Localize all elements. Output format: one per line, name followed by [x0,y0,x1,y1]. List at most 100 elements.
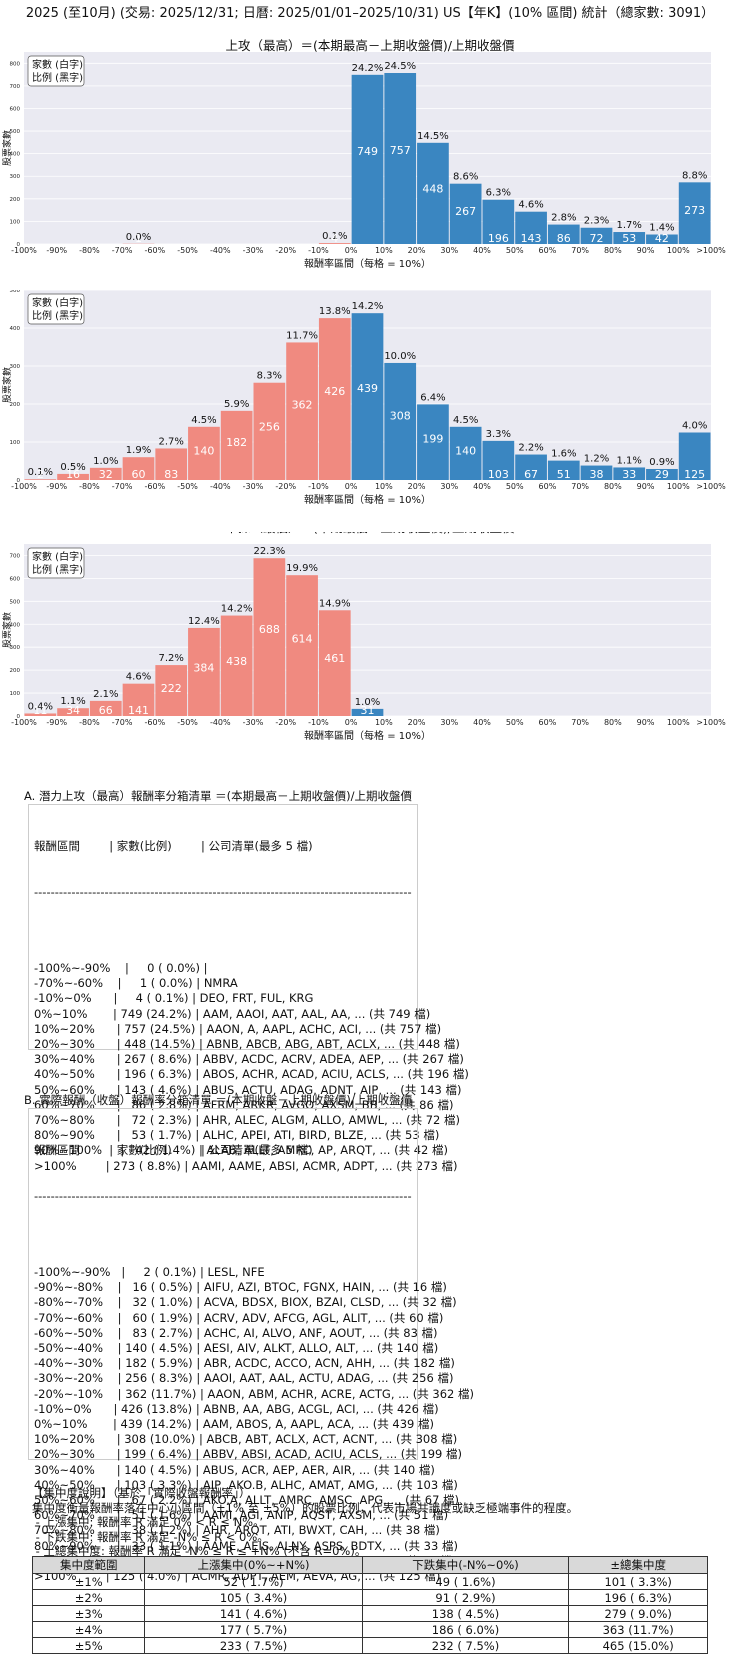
y-axis-label: 股票家數 [1,367,13,403]
bar [188,426,220,480]
x-tick-label: 50% [506,482,524,491]
table-cell: 233 ( 7.5%) [144,1637,363,1654]
bar [24,713,57,716]
bar-count-label: 2 [37,468,44,481]
bar [449,426,482,480]
bar-count-label: 140 [193,445,214,458]
bar-percent-label: 8.3% [257,371,282,382]
bar [351,313,384,480]
list-row: -100%~-90% | 0 ( 0.0%) | [34,961,208,976]
bar-count-label: 66 [99,704,113,717]
x-tick-label: -60% [145,718,166,727]
bar-count-label: 1 [135,232,142,245]
bar-count-label: 308 [390,410,411,423]
x-tick-label: 0% [345,718,358,727]
bar-count-label: 362 [292,398,313,411]
table-row: ±2% 105 ( 3.4%) 91 ( 2.9%) 196 ( 6.3%) [31,1589,708,1606]
x-tick-label: -90% [46,246,67,255]
list-row: 40%~50% | 103 ( 3.3%) | AIP, AKO.B, ALHC… [34,1477,458,1492]
bar [155,448,188,480]
x-tick-label: 90% [637,246,655,255]
bar-percent-label: 13.8% [319,306,351,317]
x-tick-label: 50% [506,246,524,255]
x-tick-label: 20% [408,246,426,255]
bar-count-label: 256 [259,420,280,433]
bar-percent-label: 4.0% [682,421,707,432]
x-tick-label: 60% [539,246,557,255]
list-row: -10%~0% | 426 (13.8%) | ABNB, AA, ABG, A… [34,1401,439,1416]
x-tick-label: -100% [11,482,37,491]
bar [89,700,122,716]
x-tick-label: >100% [696,718,726,727]
bar [286,575,318,716]
list-a-title: A. 潛力上攻（最高）報酬率分箱清單 ＝(本期最高－上期收盤價)/上期收盤價 [24,789,412,803]
list-row: -50%~-40% | 140 ( 4.5%) | AESI, AIV, ALK… [34,1341,439,1356]
list-row: 0%~10% | 749 (24.2%) | AAM, AAOI, AAT, A… [34,1006,431,1021]
legend-line: 家數 (白字) [32,296,83,309]
table-header-cell: ±總集中度 [568,1556,708,1574]
x-tick-label: 40% [473,718,491,727]
x-tick-label: 50% [506,718,524,727]
bar-percent-label: 1.7% [617,220,642,231]
x-tick-label: 100% [667,718,690,727]
bar-percent-label: 0.5% [60,462,85,473]
table-cell: ±2% [31,1589,146,1606]
legend-line: 比例 (黑字) [32,563,83,576]
bar [384,362,417,480]
table-cell: 49 ( 1.6%) [361,1573,570,1590]
x-tick-label: -60% [145,246,166,255]
table-cell: ±5% [31,1637,146,1654]
x-tick-label: -80% [79,246,100,255]
bar-percent-label: 14.5% [417,131,449,142]
bar-count-label: 426 [324,385,345,398]
list-row: 80%~90% | 33 ( 1.1%) | AAME, AEIS, ALNY,… [34,1538,458,1553]
bar [613,232,646,244]
bar-percent-label: 1.1% [60,696,85,707]
bar-count-label: 72 [590,232,604,245]
x-tick-label: -10% [308,246,329,255]
bar-count-label: 141 [128,704,149,717]
y-tick-label: 800 [10,61,21,67]
table-cell: 52 ( 1.7%) [144,1573,363,1590]
concentration-bullet: - 上漲集中: 報酬率 R 滿足 0% < R ≤ N%。 [32,1515,265,1529]
legend-line: 家數 (白字) [32,550,83,563]
x-tick-label: -100% [11,246,37,255]
bar-count-label: 614 [292,633,313,646]
bar-count-label: 32 [99,468,113,481]
y-tick-label: 100 [10,440,21,446]
bar-count-label: 31 [361,704,375,717]
bar [547,224,580,244]
chart-title: 上攻（最高）＝(本期最高－上期收盤價)/上期收盤價 [226,38,515,53]
bar-count-label: 222 [161,682,182,695]
bar-percent-label: 2.7% [159,436,184,447]
concentration-bullet: - 下跌集中: 報酬率 R 滿足 -N% ≤ R < 0%。 [32,1529,269,1544]
y-axis-label: 股票家數 [1,612,13,648]
list-row: 50%~60% | 143 ( 4.6%) | ABUS, ACTU, ADAG… [34,1082,462,1097]
y-tick-label: 200 [10,402,21,408]
table-cell: 177 ( 5.7%) [144,1621,363,1638]
table-cell: 186 ( 6.0%) [361,1621,570,1638]
x-tick-label: 0% [345,482,358,491]
x-tick-label: >100% [696,482,726,491]
list-row: 20%~30% | 448 (14.5%) | ABNB, ABCB, ABG,… [34,1037,460,1052]
x-axis-label: 報酬率區間（每格 = 10%） [304,729,431,742]
x-tick-label: -30% [243,718,264,727]
bar [318,243,351,244]
bar-percent-label: 5.9% [224,399,249,410]
bar [220,615,253,716]
bar-count-label: 688 [259,623,280,636]
table-cell: 363 (11.7%) [568,1621,708,1638]
table-header-cell: 下跌集中(-N%~0%) [361,1556,570,1574]
x-tick-label: 70% [571,718,589,727]
bar-percent-label: 0.9% [649,457,674,468]
y-tick-label: 400 [10,326,21,332]
table-cell: 138 ( 4.5%) [361,1605,570,1622]
bar-count-label: 34 [66,704,80,717]
table-header-cell: 上漲集中(0%~+N%) [144,1556,363,1574]
table-cell: 465 (15.0%) [568,1637,708,1654]
bar [351,708,384,716]
bar-count-label: 438 [226,655,247,668]
x-tick-label: -30% [243,482,264,491]
bar-percent-label: 1.0% [93,456,118,467]
bar [678,432,711,480]
